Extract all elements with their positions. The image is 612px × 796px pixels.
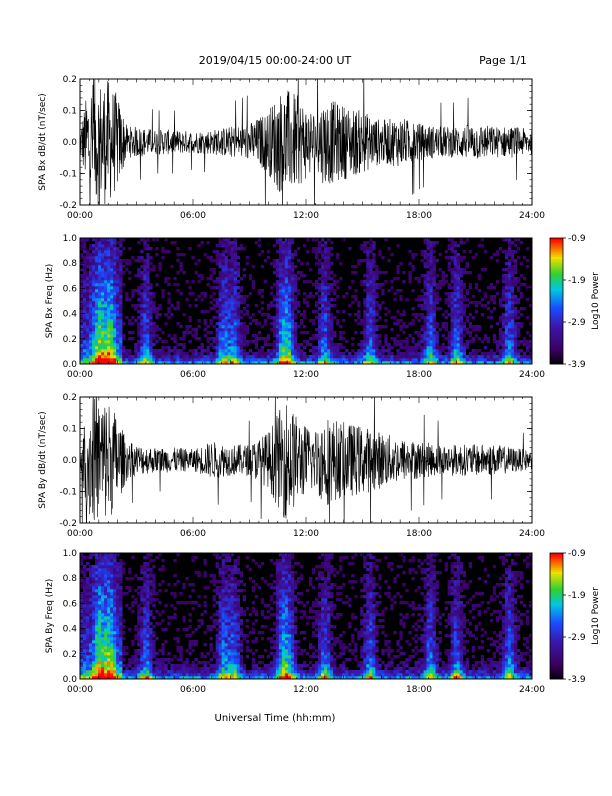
x-axis-title: Universal Time (hh:mm) — [215, 713, 336, 724]
y-tick-label: 0.1 — [63, 425, 77, 435]
x-tick-label: 12:00 — [293, 529, 319, 539]
y-tick-label: 0.2 — [63, 650, 77, 660]
y-tick-label: 1.0 — [63, 234, 78, 244]
colorbar-tick-label: -0.9 — [568, 549, 586, 559]
x-tick-label: 24:00 — [519, 370, 545, 380]
y-tick-label: 0.2 — [63, 335, 77, 345]
y-tick-label: -0.2 — [59, 519, 77, 529]
by-spectrogram-plot — [80, 553, 532, 679]
by-colorbar: -0.9 -1.9 -2.9 -3.9 — [550, 549, 586, 685]
colorbar-tick-label: -2.9 — [568, 633, 586, 643]
y-tick-label: -0.2 — [59, 201, 77, 211]
panel-bx-spectrogram: 1.0 0.8 0.6 0.4 0.2 0.000:00 06:00 12:00 18:00 24… — [45, 234, 601, 380]
bx-colorbar: -0.9 -1.9 -2.9 -3.9 — [550, 234, 586, 370]
by-colorbar-label: Log10 Power — [591, 587, 601, 645]
y-tick-label: 0.0 — [63, 360, 78, 370]
bx-spectrogram-plot — [80, 238, 532, 364]
bx-waveform-plot — [80, 66, 532, 217]
y-tick-label: 0.4 — [63, 625, 78, 635]
y-tick-label: 0.8 — [63, 574, 78, 584]
x-tick-label: 18:00 — [406, 370, 432, 380]
x-tick-label: 00:00 — [67, 370, 93, 380]
bx-spectrogram-ylabel: SPA Bx Freq (Hz) — [45, 264, 55, 339]
by-waveform-ylabel: SPA By dB/dt (nT/sec) — [38, 411, 48, 508]
waveform-trace — [80, 66, 532, 217]
y-tick-label: 0.2 — [63, 393, 77, 403]
x-tick-label: 06:00 — [180, 529, 206, 539]
colorbar-tick-label: -1.9 — [568, 276, 586, 286]
x-tick-label: 24:00 — [519, 211, 545, 221]
x-tick-label: 12:00 — [293, 370, 319, 380]
y-tick-label: 0.0 — [63, 675, 78, 685]
y-tick-label: -0.1 — [59, 170, 77, 180]
colorbar-tick-label: -3.9 — [568, 675, 586, 685]
x-tick-label: 06:00 — [180, 211, 206, 221]
by-spectrogram-ylabel: SPA By Freq (Hz) — [45, 579, 55, 654]
x-tick-label: 00:00 — [67, 529, 93, 539]
x-tick-label: 18:00 — [406, 211, 432, 221]
panel-bx-waveform: 0.2 0.1 0.0 -0.1 -0.200:00 06:00 12:00 18:00 24:… — [38, 66, 545, 221]
panel-by-waveform: 0.2 0.1 0.0 -0.1 -0.200:00 06:00 12:00 18:00 24:… — [38, 384, 545, 539]
y-tick-label: -0.1 — [59, 488, 77, 498]
by-waveform-plot — [80, 384, 532, 535]
y-tick-label: 0.0 — [63, 138, 78, 148]
y-tick-label: 0.2 — [63, 75, 77, 85]
x-tick-label: 06:00 — [180, 370, 206, 380]
colorbar-tick-label: -3.9 — [568, 360, 586, 370]
colorbar-tick-label: -2.9 — [568, 318, 586, 328]
x-tick-label: 06:00 — [180, 685, 206, 695]
panel-by-spectrogram: 1.0 0.8 0.6 0.4 0.2 0.000:00 06:00 12:00 18:00 24… — [45, 549, 601, 695]
bx-colorbar-label: Log10 Power — [591, 272, 601, 330]
page-label: Page 1/1 — [479, 54, 527, 67]
x-tick-label: 24:00 — [519, 529, 545, 539]
y-tick-label: 0.6 — [63, 284, 78, 294]
x-tick-label: 12:00 — [293, 685, 319, 695]
y-tick-label: 0.0 — [63, 456, 78, 466]
y-tick-label: 0.6 — [63, 599, 78, 609]
waveform-trace — [80, 384, 532, 535]
y-tick-label: 0.1 — [63, 107, 77, 117]
x-tick-label: 00:00 — [67, 211, 93, 221]
colorbar-tick-label: -1.9 — [568, 591, 586, 601]
y-tick-label: 1.0 — [63, 549, 78, 559]
bx-waveform-ylabel: SPA Bx dB/dt (nT/sec) — [38, 93, 48, 190]
x-tick-label: 24:00 — [519, 685, 545, 695]
x-tick-label: 18:00 — [406, 529, 432, 539]
x-tick-label: 18:00 — [406, 685, 432, 695]
y-tick-label: 0.8 — [63, 259, 78, 269]
x-tick-label: 00:00 — [67, 685, 93, 695]
colorbar-tick-label: -0.9 — [568, 234, 586, 244]
date-range-title: 2019/04/15 00:00-24:00 UT — [199, 54, 352, 67]
y-tick-label: 0.4 — [63, 310, 78, 320]
x-tick-label: 12:00 — [293, 211, 319, 221]
